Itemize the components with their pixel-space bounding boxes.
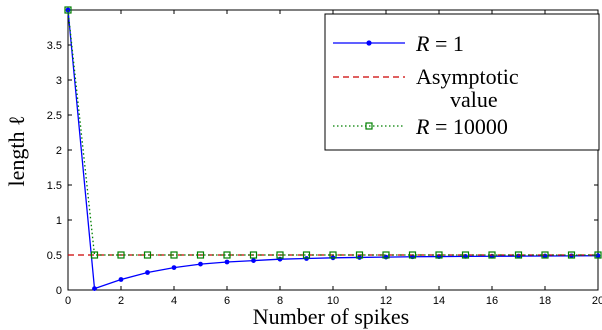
data-point: [461, 251, 470, 259]
data-point: [170, 251, 178, 259]
data-point: [196, 251, 205, 259]
data-point: [541, 251, 549, 259]
data-point: [408, 251, 417, 259]
y-tick-label: 3: [56, 75, 62, 87]
data-point: [224, 259, 230, 265]
data-point: [514, 251, 523, 259]
x-tick-label: 16: [486, 295, 498, 307]
x-tick-label: 12: [380, 295, 392, 307]
data-point: [90, 251, 99, 259]
data-point: [355, 251, 364, 259]
y-tick-label: 2.5: [47, 110, 62, 122]
data-point: [276, 251, 284, 259]
y-tick-label: 2: [56, 145, 62, 157]
data-point: [329, 251, 337, 259]
y-tick-label: 0: [56, 285, 62, 297]
x-tick-label: 0: [65, 295, 71, 307]
data-point: [64, 6, 72, 14]
legend-label-asymptotic-line2: value: [450, 87, 498, 112]
data-point: [223, 251, 231, 259]
data-point: [171, 265, 177, 270]
x-tick-label: 2: [118, 295, 124, 307]
x-tick-label: 18: [539, 295, 551, 307]
y-tick-label: 3.5: [47, 40, 62, 52]
y-axis: 0 0.5 1 1.5 2 2.5 3 3.5: [47, 40, 598, 297]
data-point: [435, 251, 443, 259]
legend-marker-r10000: [365, 122, 373, 130]
data-point: [488, 251, 496, 259]
y-tick-label: 1: [56, 215, 62, 227]
data-point: [118, 277, 124, 282]
y-tick-label: 1.5: [47, 180, 62, 192]
series-line-2: [67, 9, 598, 256]
data-point: [117, 251, 125, 259]
legend-label-asymptotic-line1: Asymptotic: [416, 64, 519, 89]
y-tick-label: 0.5: [47, 250, 62, 262]
x-tick-label: 20: [592, 295, 602, 307]
data-point: [567, 251, 576, 259]
data-point: [198, 261, 203, 267]
x-tick-label: 14: [433, 295, 445, 307]
data-point: [302, 251, 311, 259]
legend: R = 1 Asymptotic value R = 10000: [324, 13, 600, 151]
data-point: [249, 251, 258, 259]
x-tick-label: 10: [327, 295, 339, 307]
legend-label-r10000: R = 10000: [415, 114, 508, 139]
x-tick-label: 6: [224, 295, 230, 307]
x-tick-label: 8: [277, 295, 283, 307]
legend-box: [324, 13, 600, 151]
x-axis-label: Number of spikes: [253, 304, 409, 329]
data-point: [595, 253, 601, 259]
x-axis: 0 2 4 6 8 10 12 14 16 18 20: [65, 10, 602, 307]
data-point: [145, 270, 150, 275]
data-point: [143, 251, 152, 259]
data-point: [92, 286, 97, 291]
x-tick-label: 4: [171, 295, 177, 307]
legend-marker-r1: [366, 40, 372, 46]
data-point: [382, 251, 390, 259]
series-layer: [64, 6, 602, 291]
y-axis-label: length ℓ: [4, 115, 29, 186]
data-point: [251, 258, 256, 263]
data-point: [594, 251, 602, 259]
legend-label-r1: R = 1: [415, 31, 464, 56]
